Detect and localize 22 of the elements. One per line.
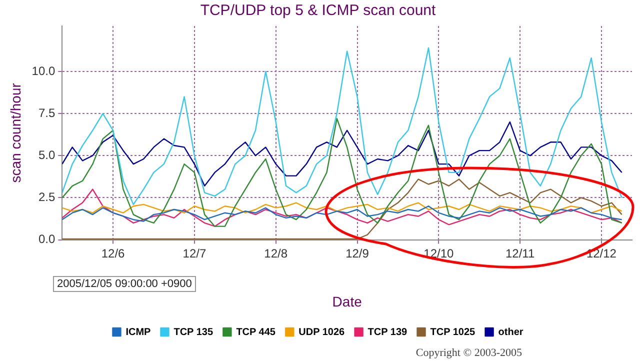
legend-label: TCP 1025 [430,326,476,338]
legend-label: TCP 139 [368,326,408,338]
legend-label: UDP 1026 [298,326,346,338]
text: Copyright © 2003-2005 [416,347,522,359]
x-tick-label: 12/6 [101,246,126,260]
legend-label: ICMP [126,326,152,338]
x-tick-label: 12/7 [182,246,206,260]
y-axis-title: scan count/hour [7,82,24,183]
legend-label: other [498,326,524,338]
legend-label: TCP 445 [236,326,276,338]
y-tick-label: 10.0 [32,64,56,78]
text: 2005/12/05 09:00:00 +0900 [53,276,196,292]
x-tick-label: 12/9 [346,246,370,260]
x-tick-label: 12/11 [505,246,535,260]
chart-title: TCP/UDP top 5 & ICMP scan count [200,2,437,20]
legend-label: TCP 135 [174,326,214,338]
y-tick-label: 0.0 [38,232,56,246]
y-tick-label: 7.5 [38,106,56,120]
y-tick-label: 5.0 [38,148,56,162]
x-tick-label: 12/8 [264,246,288,260]
x-axis-title: Date [332,293,362,310]
y-tick-label: 2.5 [38,190,56,204]
